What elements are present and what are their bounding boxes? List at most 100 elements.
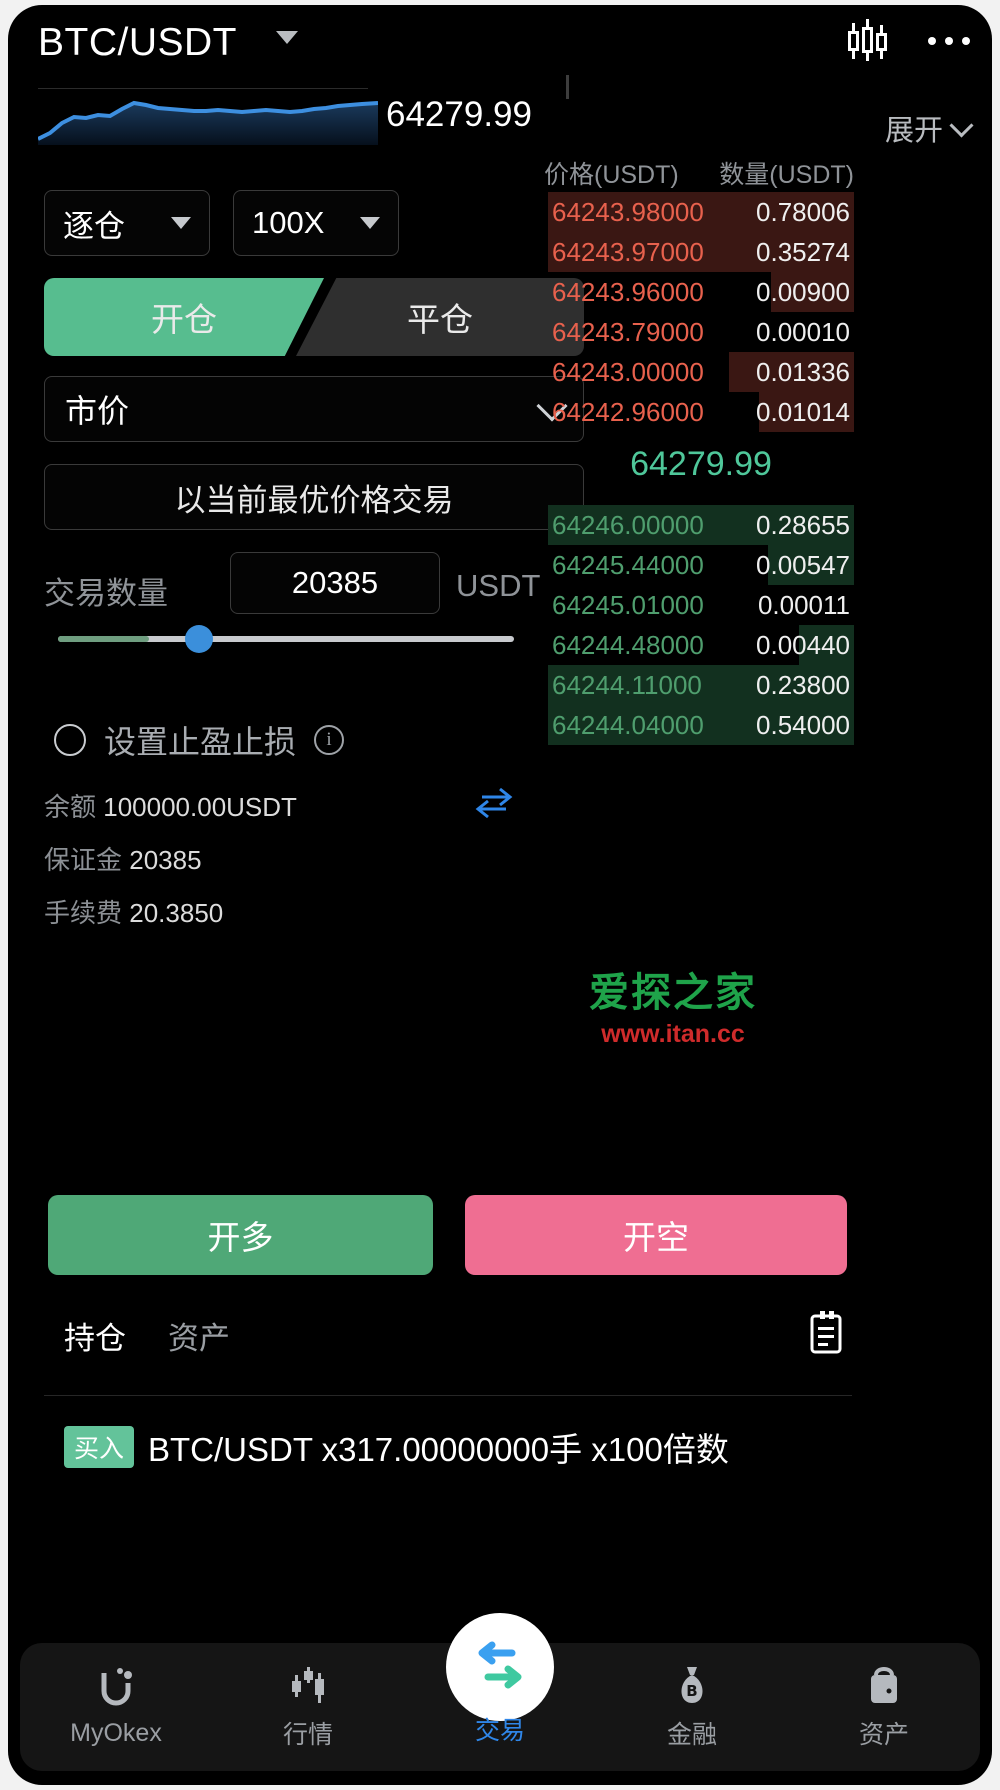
- depth-bar: [759, 392, 854, 432]
- orderbook-amount: 0.35274: [756, 236, 850, 267]
- orderbook-row[interactable]: 64244.48000 0.00440: [548, 625, 854, 665]
- nav-item-market[interactable]: 行情: [212, 1643, 404, 1771]
- header-divider: [38, 88, 368, 89]
- orderbook-row[interactable]: 64243.96000 0.00900: [548, 272, 854, 312]
- orderbook-amount: 0.01336: [756, 356, 850, 387]
- depth-bar: [548, 665, 854, 705]
- orderbook-amount: 0.54000: [756, 709, 850, 740]
- orderbook-price: 64243.96000: [552, 276, 704, 307]
- amount-slider[interactable]: [58, 625, 514, 653]
- quantity-label: 交易数量: [44, 576, 168, 611]
- info-icon[interactable]: i: [314, 725, 345, 755]
- order-type-dropdown[interactable]: 市价: [44, 376, 584, 442]
- depth-bar: [548, 505, 854, 545]
- watermark: 爱探之家 www.itan.cc: [553, 960, 793, 1049]
- orderbook-amount: 0.01014: [756, 396, 850, 427]
- nav-label-myokex: MyOkex: [70, 1718, 162, 1747]
- orderbook-row[interactable]: 64244.11000 0.23800: [548, 665, 854, 705]
- tab-close-position[interactable]: 平仓: [296, 278, 584, 356]
- quantity-input[interactable]: 20385: [230, 552, 440, 614]
- margin-mode-label: 逐仓: [63, 208, 125, 244]
- orderbook-price: 64245.01000: [552, 589, 704, 620]
- swap-arrows-icon[interactable]: [446, 1613, 554, 1721]
- slider-thumb[interactable]: [185, 625, 214, 653]
- chevron-down-icon: [171, 217, 191, 229]
- chevron-down-icon: [360, 217, 380, 229]
- depth-bar: [548, 705, 854, 745]
- watermark-url: www.itan.cc: [601, 1020, 745, 1048]
- position-tabs: 持仓 资产: [64, 1313, 230, 1358]
- orderbook-header: 价格(USDT) 数量(USDT): [544, 155, 854, 191]
- orderbook-amount: 0.78006: [756, 196, 850, 227]
- orderbook-amount: 0.00011: [757, 589, 850, 620]
- margin-mode-selector[interactable]: 逐仓: [44, 190, 210, 256]
- tpsl-toggle-row[interactable]: 设置止盈止损 i: [54, 717, 345, 763]
- orderbook-price: 64242.96000: [552, 396, 704, 427]
- nav-item-finance[interactable]: B 金融: [596, 1643, 788, 1771]
- tab-assets[interactable]: 资产: [168, 1321, 230, 1356]
- header-actions: [846, 19, 970, 63]
- balance-value: 100000.00USDT: [103, 792, 297, 822]
- orderbook-row[interactable]: 64243.98000 0.78006: [548, 192, 854, 232]
- open-close-tabs: 开仓 平仓: [44, 278, 584, 356]
- tpsl-radio[interactable]: [54, 724, 86, 756]
- position-side-badge: 买入: [64, 1426, 135, 1468]
- chevron-down-icon[interactable]: [276, 31, 298, 44]
- orderbook-price: 64244.48000: [552, 629, 704, 660]
- orderbook-col-amount: 数量(USDT): [719, 161, 854, 189]
- svg-text:B: B: [686, 1682, 697, 1700]
- open-long-button[interactable]: 开多: [48, 1195, 433, 1275]
- open-short-button[interactable]: 开空: [465, 1195, 847, 1275]
- tab-positions[interactable]: 持仓: [64, 1321, 126, 1356]
- orderbook-expand-button[interactable]: 展开: [884, 107, 974, 149]
- nav-item-trade[interactable]: 交易: [404, 1613, 596, 1771]
- more-dots-icon[interactable]: [928, 19, 970, 63]
- orderbook-row[interactable]: 64244.04000 0.54000: [548, 705, 854, 745]
- leverage-label: 100X: [252, 205, 325, 240]
- transfer-icon[interactable]: [474, 783, 514, 823]
- candlestick-chart-icon[interactable]: [846, 19, 890, 63]
- expand-label: 展开: [884, 115, 943, 147]
- orderbook-row[interactable]: 64242.96000 0.01014: [548, 392, 854, 432]
- orderbook-price: 64243.97000: [552, 236, 704, 267]
- orderbook-amount: 0.28655: [756, 509, 850, 540]
- depth-bar: [728, 352, 854, 392]
- money-bag-icon: B: [672, 1663, 712, 1707]
- margin-line: 保证金 20385: [44, 840, 202, 877]
- orderbook-amount: 0.23800: [756, 669, 850, 700]
- orderbook-tick-mark: [566, 75, 569, 99]
- nav-label-finance: 金融: [666, 1721, 717, 1749]
- depth-bar: [548, 232, 854, 272]
- orderbook-price: 64245.44000: [552, 549, 704, 580]
- nav-item-myokex[interactable]: MyOkex: [20, 1643, 212, 1771]
- best-price-note: 以当前最优价格交易: [44, 464, 584, 530]
- orderbook-row[interactable]: 64246.00000 0.28655: [548, 505, 854, 545]
- orderbook-row[interactable]: 64245.44000 0.00547: [548, 545, 854, 585]
- tab-open-position[interactable]: 开仓: [44, 278, 324, 356]
- depth-bar: [548, 192, 854, 232]
- balance-line: 余额 100000.00USDT: [44, 787, 297, 824]
- fee-value: 20.3850: [129, 898, 224, 928]
- orderbook-row[interactable]: 64243.00000 0.01336: [548, 352, 854, 392]
- sparkline-last-price: 64279.99: [386, 95, 532, 134]
- clipboard-icon[interactable]: [808, 1310, 844, 1354]
- slider-fill: [58, 636, 150, 642]
- orderbook-mid-price: 64279.99: [630, 445, 772, 483]
- trading-pair-title[interactable]: BTC/USDT: [38, 21, 237, 64]
- orderbook-price: 64244.04000: [552, 709, 704, 740]
- orderbook-amount: 0.00440: [756, 629, 850, 660]
- leverage-selector[interactable]: 100X: [233, 190, 399, 256]
- depth-bar: [771, 272, 854, 312]
- quantity-unit: USDT: [456, 568, 541, 603]
- nav-label-market: 行情: [282, 1721, 333, 1749]
- depth-bar: [798, 625, 854, 665]
- position-row[interactable]: 买入 BTC/USDT x317.00000000手 x100倍数: [64, 1423, 729, 1471]
- slider-track: [58, 636, 514, 642]
- order-type-label: 市价: [65, 393, 130, 429]
- orderbook-row[interactable]: 64243.79000 0.00010: [548, 312, 854, 352]
- orderbook-bids: 64246.00000 0.28655 64245.44000 0.00547 6424…: [548, 505, 854, 745]
- orderbook-row[interactable]: 64245.01000 0.00011: [548, 585, 854, 625]
- nav-item-assets[interactable]: 资产: [788, 1643, 980, 1771]
- orderbook-row[interactable]: 64243.97000 0.35274: [548, 232, 854, 272]
- fee-key: 手续费: [44, 898, 123, 928]
